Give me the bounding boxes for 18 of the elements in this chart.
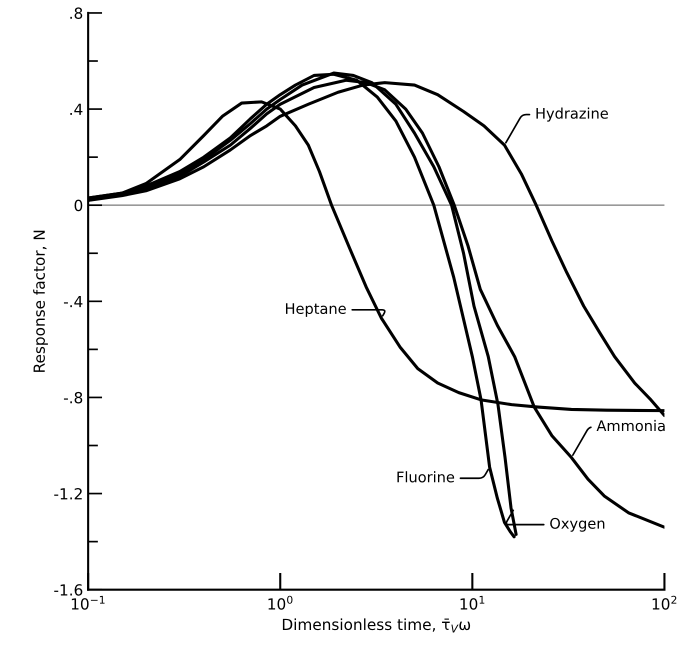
y-tick-label: -.4 xyxy=(64,296,82,308)
y-tick-label: .8 xyxy=(70,7,82,19)
y-tick-label: -1.6 xyxy=(54,584,82,596)
x-tick-label: 10$^{0}$ xyxy=(268,596,292,610)
annotation: Fluorine xyxy=(397,471,454,482)
x-axis-title: Dimensionless time, τ̄$_{V}$ω xyxy=(282,618,470,632)
annotation: Ammonia xyxy=(596,420,665,432)
y-tick-label: -1.2 xyxy=(54,488,82,500)
y-tick-label: .4 xyxy=(70,104,82,115)
x-tick-label: 10$^{2}$ xyxy=(652,596,676,610)
annotation: Oxygen xyxy=(550,518,604,532)
y-axis-title: Response factor, N xyxy=(33,230,48,372)
y-tick-label: -.8 xyxy=(64,392,82,404)
annotation: Hydrazine xyxy=(536,108,608,122)
x-tick-label: 10$^{−1}$ xyxy=(72,596,105,610)
annotation: Heptane xyxy=(286,303,346,317)
y-tick-label: 0 xyxy=(74,200,82,212)
x-tick-label: 10$^{1}$ xyxy=(460,596,484,610)
